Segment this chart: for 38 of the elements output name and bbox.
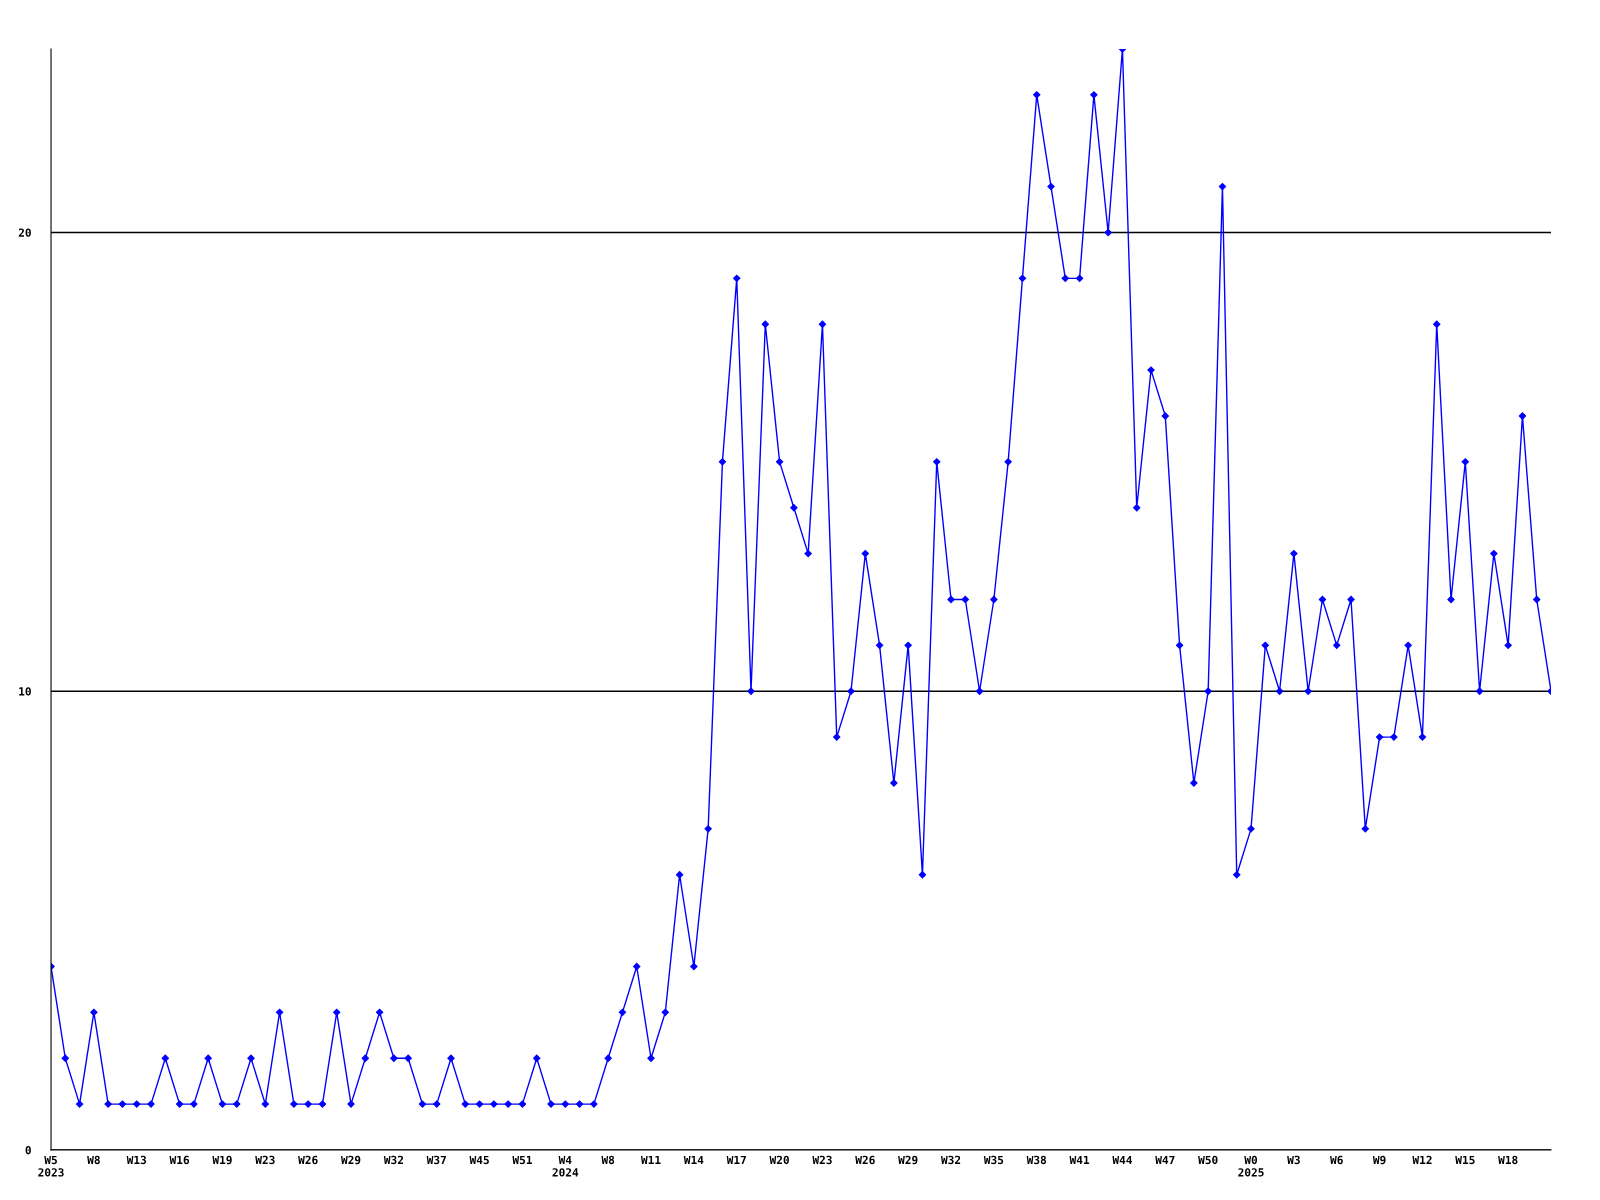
x-tick-label: W51 <box>512 1155 532 1165</box>
x-tick-label: W3 <box>1287 1155 1300 1165</box>
x-tick-label: W17 <box>726 1155 746 1164</box>
x-tick-label: W29 <box>340 1155 361 1165</box>
x-tick-label: W0 2025 <box>1238 1155 1264 1177</box>
x-tick-label: W20 <box>769 1155 789 1165</box>
x-tick-label: W37 <box>426 1155 446 1165</box>
x-tick-label: W18 <box>1498 1155 1518 1165</box>
x-tick-label: W26 <box>855 1155 875 1165</box>
x-tick-label: W29 <box>898 1155 918 1165</box>
x-tick-label: W11 <box>640 1155 661 1164</box>
x-tick-label: W32 <box>940 1155 961 1165</box>
x-tick-label: W26 <box>298 1155 318 1165</box>
x-tick-label: W15 <box>1455 1155 1475 1165</box>
x-tick-label: W9 <box>1372 1155 1386 1165</box>
x-tick-label: W4 2024 <box>552 1155 579 1177</box>
y-tick-label: 0 <box>25 1145 31 1155</box>
y-tick-label: 20 <box>18 228 31 237</box>
y-tick-label: 10 <box>19 687 31 696</box>
x-tick-label: W35 <box>983 1155 1004 1165</box>
x-tick-label: W50 <box>1198 1155 1218 1165</box>
x-tick-label: W14 <box>683 1155 704 1164</box>
x-tick-label: W32 <box>383 1155 403 1165</box>
x-tick-label: W41 <box>1069 1155 1090 1164</box>
x-tick-label: W38 <box>1026 1155 1047 1165</box>
x-tick-label: W44 <box>1112 1155 1132 1164</box>
x-tick-label: W8 <box>601 1155 615 1165</box>
x-tick-label: W6 <box>1330 1155 1343 1165</box>
x-tick-label: W23 <box>255 1155 275 1165</box>
x-tick-label: W8 <box>87 1155 100 1165</box>
x-tick-label: W12 <box>1412 1155 1432 1164</box>
x-tick-label: W5 2023 <box>38 1155 64 1177</box>
x-tick-label: W23 <box>812 1155 832 1165</box>
x-tick-label: W16 <box>169 1155 190 1165</box>
x-tick-label: W19 <box>212 1155 232 1165</box>
x-tick-label: W47 <box>1155 1155 1175 1164</box>
x-tick-label: W45 <box>469 1155 489 1165</box>
x-tick-label: W13 <box>126 1155 147 1165</box>
